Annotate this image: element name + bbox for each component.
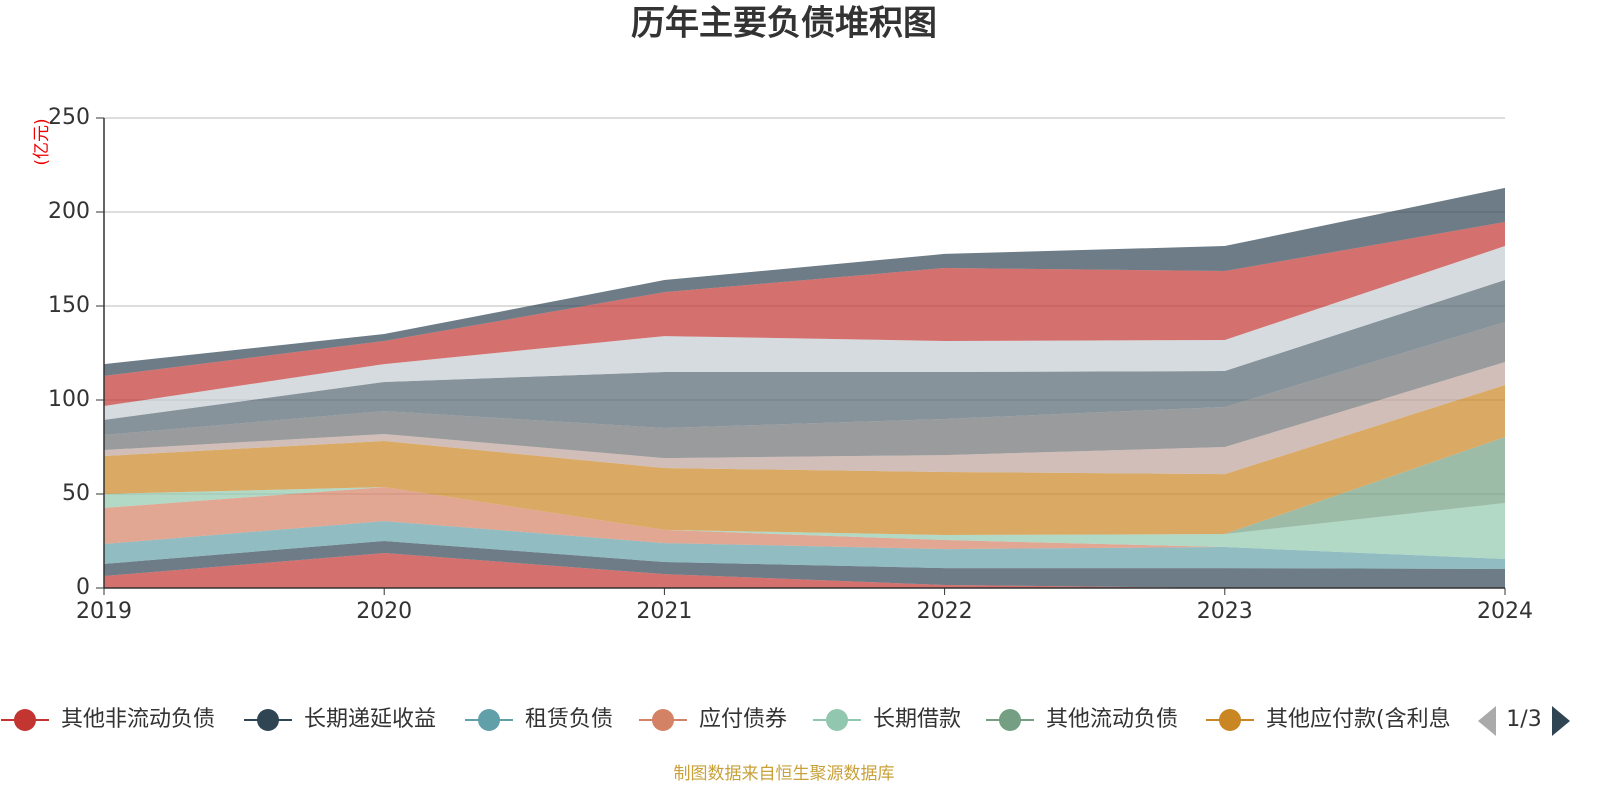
area (104, 221, 1505, 407)
y-tick-label: 0 (76, 575, 90, 600)
area (104, 384, 1505, 535)
legend-label: 其他应付款(含利息 (1266, 707, 1451, 732)
y-axis-unit: (亿元) (32, 118, 52, 165)
area (104, 487, 1505, 560)
legend-page: 1/3 (1506, 707, 1541, 732)
y-tick-label: 250 (48, 105, 90, 130)
x-tick-label: 2019 (76, 599, 132, 624)
legend-marker (826, 709, 848, 731)
legend-item[interactable]: 长期借款 (813, 707, 961, 732)
legend-item[interactable]: 长期递延收益 (244, 707, 436, 732)
area (104, 553, 1505, 588)
legend-item[interactable]: 应付债券 (639, 707, 787, 732)
legend-next[interactable] (1552, 706, 1570, 736)
x-tick-label: 2023 (1197, 599, 1253, 624)
y-tick-label: 50 (62, 481, 90, 506)
legend-prev[interactable] (1478, 706, 1496, 736)
legend-item[interactable]: 租赁负债 (465, 707, 613, 732)
x-tick-label: 2020 (356, 599, 412, 624)
chart-title: 历年主要负债堆积图 (631, 4, 937, 44)
legend-item[interactable]: 其他非流动负债 (1, 707, 215, 732)
legend-marker (478, 709, 500, 731)
legend-label: 其他非流动负债 (61, 707, 215, 732)
plot-area: 0 50 100 150 200 250 2019 2020 2021 2022 2023 2024 (48, 105, 1533, 624)
y-tick-label: 100 (48, 387, 90, 412)
y-tick-label: 200 (48, 199, 90, 224)
legend-label: 长期借款 (873, 707, 961, 732)
area (104, 187, 1505, 376)
legend-marker (14, 709, 36, 731)
legend-marker (999, 709, 1021, 731)
legend-marker (257, 709, 279, 731)
x-tick-label: 2024 (1477, 599, 1533, 624)
y-tick-label: 150 (48, 293, 90, 318)
x-tick-label: 2021 (636, 599, 692, 624)
area (104, 521, 1505, 570)
legend-marker (652, 709, 674, 731)
source-note: 制图数据来自恒生聚源数据库 (674, 764, 895, 784)
legend-item[interactable]: 其他流动负债 (986, 707, 1178, 732)
legend-marker (1219, 709, 1241, 731)
area (104, 280, 1505, 435)
area (104, 541, 1505, 588)
area (104, 321, 1505, 459)
legend-label: 应付债券 (699, 707, 787, 732)
legend: 其他非流动负债 长期递延收益 租赁负债 应付债券 长期借款 其他流动负债 其他应付款(含利息 (1, 707, 1451, 732)
legend-label: 长期递延收益 (304, 707, 436, 732)
legend-item[interactable]: 其他应付款(含利息 (1206, 707, 1451, 732)
area (104, 487, 1505, 560)
area (104, 246, 1505, 420)
legend-label: 其他流动负债 (1046, 707, 1178, 732)
area (104, 362, 1505, 475)
x-tick-label: 2022 (917, 599, 973, 624)
legend-label: 租赁负债 (525, 707, 613, 732)
